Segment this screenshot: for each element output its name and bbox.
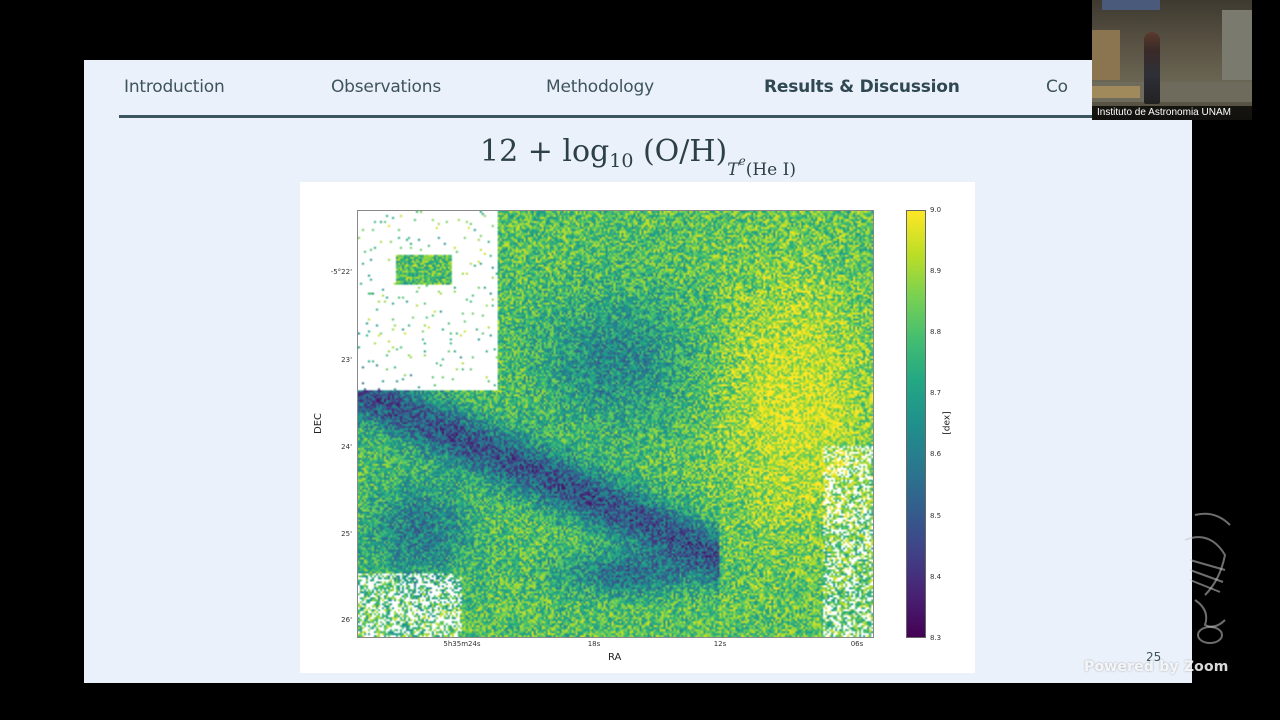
colorbar-tick: 8.3: [930, 634, 942, 642]
colorbar-tick: 8.9: [930, 267, 942, 275]
colorbar-label: [dex]: [942, 411, 953, 435]
zoom-watermark: Powered by Zoom: [1084, 659, 1229, 675]
title-sub-hei: (He I): [745, 160, 796, 180]
title-sub-T: T: [727, 160, 739, 180]
ytick: 26': [341, 616, 352, 624]
ytick: -5°22': [330, 268, 352, 276]
title-ratio: (O/H): [633, 134, 728, 169]
webcam-speaker: [1144, 32, 1160, 104]
xtick: 06s: [850, 640, 864, 648]
webcam-participant-label: Instituto de Astronomia UNAM: [1092, 106, 1252, 120]
x-axis-label: RA: [608, 652, 622, 663]
colorbar-tick: 8.7: [930, 389, 942, 397]
nav-divider: [119, 115, 1119, 118]
unam-crest-icon: [1184, 512, 1231, 644]
xtick: 5h35m24s: [443, 640, 481, 648]
nav-item-results-discussion[interactable]: Results & Discussion: [764, 77, 960, 97]
abundance-map: [357, 210, 874, 638]
webcam-bg-door: [1222, 10, 1252, 80]
webcam-bg-table: [1092, 86, 1140, 98]
colorbar-tick: 9.0: [930, 206, 942, 214]
slide-title: 12 + log10 (O/H)Te(He I): [84, 134, 1192, 180]
nav-item-conclusions[interactable]: Co: [1046, 77, 1068, 97]
colorbar-tick: 8.8: [930, 328, 942, 336]
ytick: 25': [341, 530, 352, 538]
colorbar-tick: 8.4: [930, 573, 942, 581]
slide: Introduction Observations Methodology Re…: [84, 60, 1192, 683]
title-main: 12 + log: [480, 134, 610, 169]
ytick: 23': [341, 356, 352, 364]
colorbar: [906, 210, 926, 638]
abundance-map-figure: -5°22' 23' 24' 25' 26' DEC 5h35m24s 18s …: [300, 182, 975, 673]
nav-item-methodology[interactable]: Methodology: [546, 77, 654, 97]
colorbar-tick: 8.6: [930, 450, 942, 458]
title-sub-e: e: [738, 154, 746, 168]
heatmap-canvas: [358, 211, 873, 637]
ytick: 24': [341, 443, 352, 451]
y-axis-label: DEC: [313, 412, 325, 435]
xtick: 18s: [587, 640, 601, 648]
nav-item-introduction[interactable]: Introduction: [124, 77, 225, 97]
webcam-bg-screen: [1102, 0, 1160, 10]
webcam-bg-wall: [1092, 30, 1120, 80]
title-subscript: 10: [609, 150, 634, 172]
nav-item-observations[interactable]: Observations: [331, 77, 441, 97]
page-number: 25: [1146, 650, 1162, 664]
colorbar-tick: 8.5: [930, 512, 942, 520]
webcam-video[interactable]: Instituto de Astronomia UNAM: [1092, 0, 1252, 120]
section-nav: Introduction Observations Methodology Re…: [84, 60, 1192, 118]
xtick: 12s: [713, 640, 727, 648]
